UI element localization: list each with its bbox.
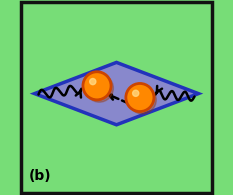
Circle shape	[83, 72, 111, 100]
Circle shape	[128, 86, 156, 114]
Circle shape	[85, 74, 113, 102]
Text: (b): (b)	[29, 169, 51, 183]
Circle shape	[126, 83, 154, 112]
Polygon shape	[34, 62, 199, 125]
Circle shape	[90, 79, 96, 85]
Circle shape	[133, 90, 139, 96]
